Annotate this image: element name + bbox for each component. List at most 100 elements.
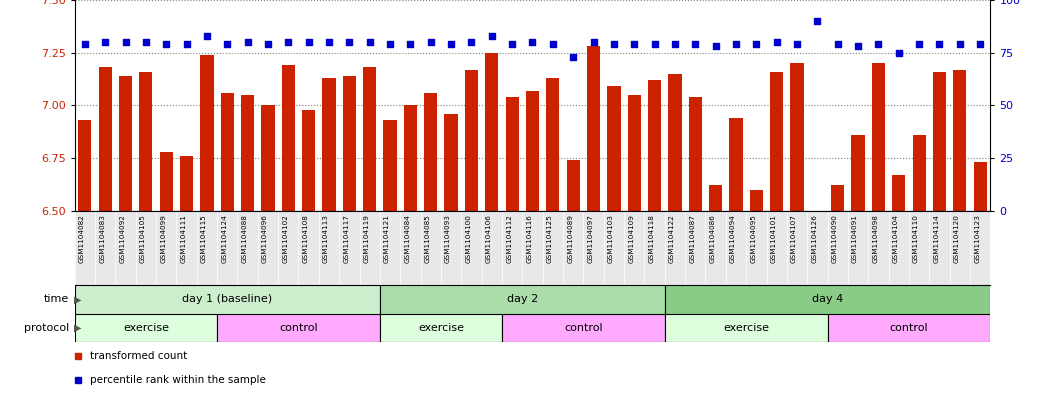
Text: GSM1104126: GSM1104126 (811, 215, 817, 263)
Bar (241, 95, 254, 211)
Bar (384, 120, 397, 211)
Bar (180, 156, 193, 211)
Bar (933, 72, 946, 211)
Point (117, 39, 134, 45)
Text: GSM1104106: GSM1104106 (485, 215, 492, 263)
Bar (828, 314, 990, 342)
Bar (665, 285, 990, 314)
Text: day 2: day 2 (507, 294, 538, 305)
Text: GSM1104104: GSM1104104 (893, 215, 899, 263)
Bar (424, 93, 438, 211)
Bar (445, 114, 457, 211)
Text: GSM1104115: GSM1104115 (201, 215, 207, 263)
Bar (587, 46, 600, 211)
Point (138, 39, 155, 45)
Text: GSM1104125: GSM1104125 (546, 215, 553, 263)
Text: percentile rank within the sample: percentile rank within the sample (90, 375, 267, 385)
Text: exercise: exercise (122, 323, 169, 333)
Point (952, 41, 969, 48)
Point (443, 41, 459, 48)
Text: GSM1104102: GSM1104102 (282, 215, 288, 263)
Text: ▶: ▶ (74, 323, 81, 333)
Text: exercise: exercise (418, 323, 464, 333)
Bar (913, 135, 926, 211)
Bar (485, 53, 499, 211)
Bar (343, 76, 356, 211)
Point (667, 41, 683, 48)
Bar (526, 90, 539, 211)
Text: GSM1104121: GSM1104121 (384, 215, 390, 263)
Text: control: control (564, 323, 602, 333)
Point (849, 43, 866, 50)
Point (422, 39, 439, 45)
Text: day 4: day 4 (812, 294, 843, 305)
Bar (323, 78, 336, 211)
Text: GSM1104092: GSM1104092 (119, 215, 125, 263)
Point (382, 41, 398, 48)
Text: GSM1104085: GSM1104085 (425, 215, 430, 263)
Text: GSM1104097: GSM1104097 (588, 215, 593, 263)
Text: time: time (45, 294, 69, 305)
Text: GSM1104090: GSM1104090 (832, 215, 838, 263)
Bar (872, 63, 885, 211)
Point (158, 41, 174, 48)
Point (585, 39, 601, 45)
Bar (689, 97, 702, 211)
Point (728, 41, 745, 48)
Text: GSM1104123: GSM1104123 (974, 215, 980, 263)
Text: transformed count: transformed count (90, 351, 188, 361)
Text: GSM1104113: GSM1104113 (323, 215, 329, 263)
Point (544, 41, 561, 48)
Bar (974, 162, 987, 211)
Bar (790, 63, 804, 211)
Text: GSM1104110: GSM1104110 (914, 215, 919, 263)
Text: GSM1104122: GSM1104122 (669, 215, 675, 263)
Bar (221, 93, 234, 211)
Text: GSM1104088: GSM1104088 (242, 215, 248, 263)
Bar (200, 55, 214, 211)
Bar (380, 285, 665, 314)
Text: GSM1104103: GSM1104103 (608, 215, 614, 263)
Point (830, 41, 846, 48)
Point (464, 39, 480, 45)
Bar (648, 80, 662, 211)
Bar (282, 65, 295, 211)
Bar (403, 105, 417, 211)
Text: GSM1104118: GSM1104118 (648, 215, 654, 263)
Point (891, 50, 907, 56)
Bar (139, 72, 152, 211)
Text: GSM1104111: GSM1104111 (180, 215, 187, 263)
Text: GSM1104091: GSM1104091 (852, 215, 858, 263)
Text: GSM1104086: GSM1104086 (709, 215, 716, 263)
Bar (546, 78, 559, 211)
Point (178, 41, 195, 48)
Text: GSM1104120: GSM1104120 (954, 215, 960, 263)
Text: GSM1104105: GSM1104105 (140, 215, 146, 263)
Text: GSM1104114: GSM1104114 (933, 215, 940, 263)
Text: GSM1104095: GSM1104095 (751, 215, 756, 263)
Text: GSM1104089: GSM1104089 (567, 215, 573, 263)
Text: GSM1104096: GSM1104096 (262, 215, 268, 263)
Text: GSM1104101: GSM1104101 (770, 215, 777, 263)
Bar (302, 110, 315, 211)
Point (96, 39, 113, 45)
Bar (851, 135, 865, 211)
Point (504, 41, 521, 48)
Text: day 1 (baseline): day 1 (baseline) (183, 294, 273, 305)
Text: GSM1104094: GSM1104094 (730, 215, 736, 263)
Bar (608, 86, 620, 211)
Bar (627, 95, 641, 211)
Bar (892, 175, 905, 211)
Point (768, 39, 785, 45)
Point (748, 41, 764, 48)
Text: GSM1104108: GSM1104108 (303, 215, 309, 263)
Text: control: control (279, 323, 317, 333)
Text: GSM1104087: GSM1104087 (690, 215, 695, 263)
Text: GSM1104107: GSM1104107 (791, 215, 797, 263)
Point (301, 39, 317, 45)
Text: control: control (890, 323, 928, 333)
Bar (78, 120, 91, 211)
Text: exercise: exercise (723, 323, 769, 333)
Text: GSM1104084: GSM1104084 (404, 215, 411, 263)
Point (789, 41, 806, 48)
